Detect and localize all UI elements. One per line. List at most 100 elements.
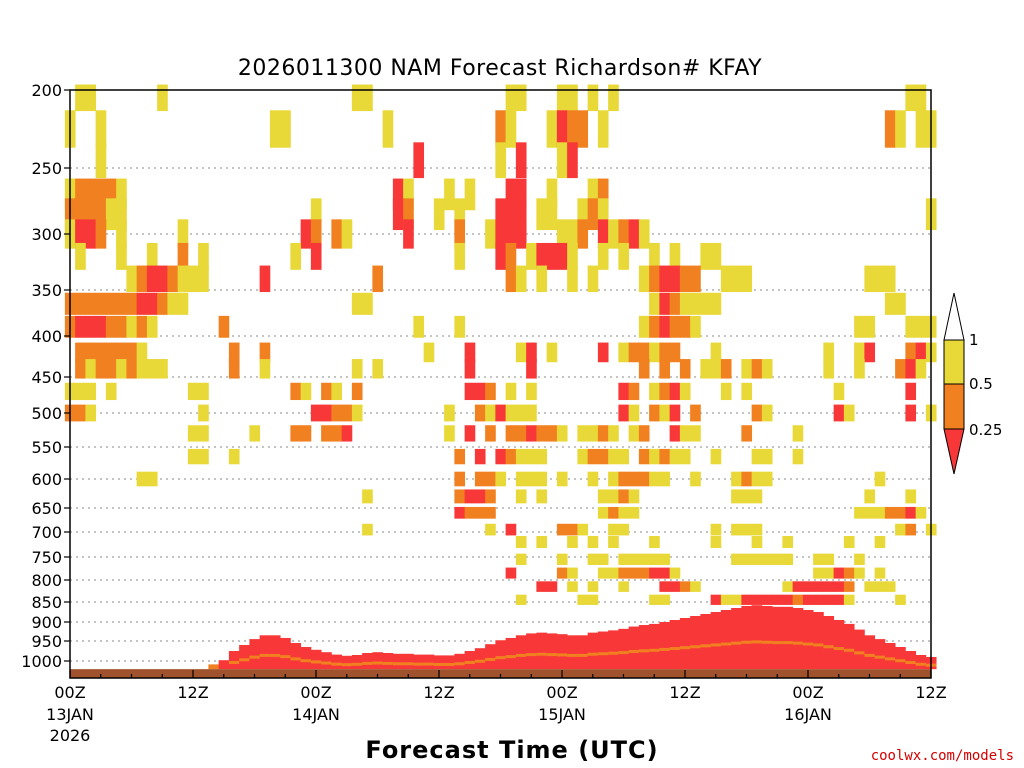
boundary-layer-stripe (608, 651, 619, 655)
legend-label: 0.5 (969, 375, 993, 393)
heatmap-cell (720, 382, 732, 401)
heatmap-cell (597, 567, 609, 579)
heatmap-cell (331, 219, 343, 249)
heatmap-cell (895, 523, 906, 536)
heatmap-cell (884, 110, 896, 148)
heatmap-cell (628, 425, 640, 442)
boundary-layer-stripe (372, 661, 384, 665)
heatmap-cell (290, 425, 302, 442)
heatmap-cell (710, 242, 722, 270)
heatmap-cell (864, 265, 876, 293)
boundary-layer-cell (495, 640, 507, 670)
x-tick-date: 14JAN (292, 705, 340, 724)
heatmap-cell (587, 84, 599, 112)
heatmap-cell (864, 489, 876, 504)
heatmap-cell (741, 425, 753, 442)
heatmap-cell (556, 471, 568, 487)
heatmap-cell (454, 242, 466, 270)
heatmap-cell (515, 219, 527, 249)
heatmap-cell (567, 110, 578, 148)
boundary-layer-cell (751, 605, 763, 670)
heatmap-cell (597, 242, 609, 270)
heatmap-cell (495, 198, 507, 231)
heatmap-cell (556, 523, 568, 536)
boundary-layer-cell (792, 608, 804, 670)
heatmap-cell (628, 342, 640, 363)
heatmap-cell (485, 425, 496, 442)
heatmap-cell (833, 567, 845, 579)
heatmap-cell (659, 292, 671, 315)
y-tick-label: 750 (31, 548, 62, 567)
heatmap-cell (515, 471, 527, 487)
boundary-layer-stripe (731, 641, 742, 645)
heatmap-cell (403, 219, 414, 249)
heatmap-cell (628, 567, 640, 579)
heatmap-cell (464, 359, 476, 379)
boundary-layer-cell (690, 616, 701, 670)
heatmap-cell (146, 242, 158, 270)
boundary-layer-cell (546, 633, 558, 670)
heatmap-cell (157, 359, 168, 379)
heatmap-cell (567, 242, 578, 270)
heatmap-cell (638, 265, 650, 293)
boundary-layer-stripe (884, 657, 896, 661)
y-axis: 200 250 300 350 400 450 500 550 600 650 700 750 800 8… (21, 81, 70, 671)
heatmap-cell (710, 594, 722, 605)
heatmap-cell (351, 359, 363, 379)
heatmap-cell (618, 342, 630, 363)
credit-text[interactable]: coolwx.com/models (871, 748, 1014, 764)
heatmap-cell (782, 581, 794, 592)
heatmap-cell (751, 536, 763, 548)
boundary-layer-cell (228, 651, 240, 670)
heatmap-cell (618, 489, 630, 504)
heatmap-cell (116, 242, 127, 270)
boundary-layer-cell (444, 655, 455, 670)
heatmap-cell (536, 489, 548, 504)
heatmap-cell (485, 382, 496, 401)
heatmap-cell (116, 292, 127, 315)
heatmap-cell (198, 425, 209, 442)
heatmap-cell (136, 471, 148, 487)
boundary-layer-cell (464, 651, 476, 670)
heatmap-cell (505, 523, 517, 536)
heatmap-cell (638, 359, 650, 379)
heatmap-cell (536, 198, 548, 231)
heatmap-cell (874, 265, 886, 293)
heatmap-cell (597, 448, 609, 465)
heatmap-cell (351, 382, 363, 401)
heatmap-cell (731, 594, 742, 605)
heatmap-cell (300, 219, 312, 249)
boundary-layer-stripe (782, 641, 794, 645)
heatmap-cell (751, 448, 763, 465)
x-axis: 00Z 13JAN 2026 12Z 00Z 14JAN 12Z 00Z 15JAN 12Z 00Z… (46, 670, 947, 745)
heatmap-cell (198, 242, 209, 270)
y-tick-label: 900 (31, 613, 62, 632)
boundary-layer-cell (526, 633, 537, 670)
heatmap-cell (526, 448, 537, 465)
heatmap-cell (85, 219, 97, 249)
y-tick-label: 650 (31, 499, 62, 518)
heatmap-cell (638, 342, 650, 363)
boundary-layer-cell (331, 654, 343, 670)
boundary-layer-stripe (874, 655, 886, 659)
heatmap-cell (372, 265, 384, 293)
heatmap-cell (659, 359, 671, 379)
heatmap-cell (198, 382, 209, 401)
heatmap-cell (515, 142, 527, 179)
heatmap-cell (187, 265, 199, 293)
boundary-layer-stripe (249, 655, 261, 659)
boundary-layer-stripe (823, 645, 835, 649)
heatmap-cell (608, 506, 619, 519)
heatmap-cell (690, 404, 701, 422)
boundary-layer-cell (290, 643, 302, 670)
heatmap-cell (638, 219, 650, 249)
legend-swatch (943, 383, 965, 430)
heatmap-cell (526, 242, 537, 270)
heatmap-cell (649, 342, 660, 363)
heatmap-cell (505, 178, 517, 211)
heatmap-cell (618, 581, 630, 592)
heatmap-cell (618, 404, 630, 422)
heatmap-cell (608, 523, 619, 536)
heatmap-cell (874, 536, 886, 548)
heatmap-cell (649, 536, 660, 548)
